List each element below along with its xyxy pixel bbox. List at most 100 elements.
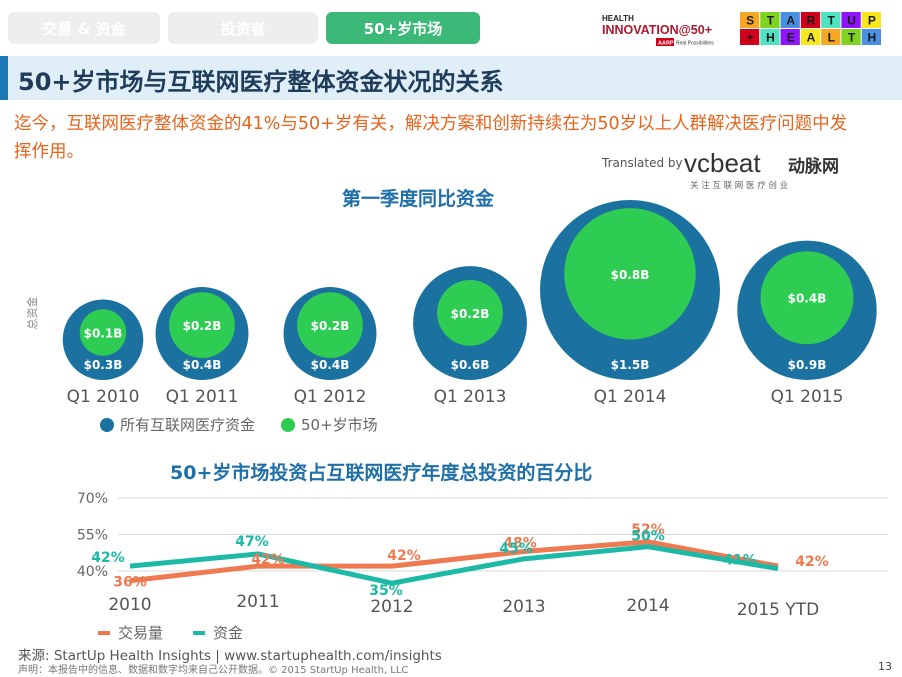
funding-data-label: 42%: [91, 550, 125, 566]
logo-letter-box: [861, 12, 881, 28]
logo-letter-box: [760, 12, 780, 28]
legend-label-funding: 资金: [213, 624, 244, 642]
logo-letter-box: [821, 12, 841, 28]
deals-data-label: 42%: [387, 548, 421, 564]
bubble-category-label: Q1 2011: [166, 387, 239, 407]
bubble-outer-label: $0.4B: [311, 358, 350, 372]
logo-letter-box: [780, 29, 800, 45]
logo-letter: P: [868, 14, 876, 28]
legend-label-50plus: 50+岁市场: [301, 416, 378, 434]
logo-letter-box: [861, 29, 881, 45]
y-tick-label: 40%: [77, 564, 108, 580]
bubble-chart: 总资金 $0.1B $0.3B Q1 2010 $0.2B $0.4B Q1 2011 $0.…: [25, 200, 877, 407]
tab-50plus-market[interactable]: 50+岁市场: [326, 12, 480, 44]
svg-text:动脉网: 动脉网: [788, 156, 839, 177]
logo-letter: U: [847, 14, 856, 28]
vcbeat-logo: vcbeat 动脉网 关 注 互 联 网 医 疗 创 业: [684, 148, 839, 191]
tab-deals-funding[interactable]: 交易 & 资金: [8, 12, 160, 44]
funding-data-label: 47%: [235, 534, 269, 550]
logo-letter-box: [740, 12, 760, 28]
x-tick-label: 2015 YTD: [737, 600, 820, 620]
deals-data-label: 42%: [251, 552, 285, 568]
logo-letter-box: [821, 29, 841, 45]
bubble-category-label: Q1 2013: [434, 387, 507, 407]
funding-line: [129, 544, 779, 586]
line-chart-title: 50+岁市场投资占互联网医疗年度总投资的百分比: [170, 462, 593, 484]
logo-letter-box: [841, 12, 861, 28]
legend-funding: 资金: [193, 622, 243, 643]
bubble-outer-label: $0.4B: [183, 358, 222, 372]
deals-data-label: 36%: [113, 575, 147, 591]
funding-data-label: 45%: [499, 541, 533, 557]
bubble-50plus-funding: [169, 292, 235, 359]
bubble-category-label: Q1 2014: [594, 387, 667, 407]
logo-letter: A: [807, 31, 816, 45]
funding-data-label: 35%: [369, 583, 403, 599]
bubble-50plus-funding: [760, 251, 854, 345]
logo-letter: +: [747, 31, 754, 45]
y-tick-label: 70%: [77, 491, 108, 507]
logo-letter-box: [740, 29, 760, 45]
svg-text:AARP: AARP: [658, 41, 674, 47]
bubble-50plus-funding: [79, 309, 127, 356]
bubble-inner-label: $0.1B: [84, 327, 123, 341]
tab-investors[interactable]: 投资者: [168, 12, 318, 44]
deals-data-label: 52%: [631, 522, 665, 538]
bubble-legend: 所有互联网医疗资金 50+岁市场: [100, 414, 378, 435]
logo-letter: T: [767, 14, 775, 28]
logo-letter-box: [841, 29, 861, 45]
logo-letter: T: [848, 31, 856, 45]
startup-health-logo: S T A R T U P+ H E A L T H: [740, 12, 881, 45]
legend-swatch-50plus: [281, 417, 296, 432]
logo-letter-box: [800, 29, 821, 45]
bubble-50plus-funding: [437, 279, 503, 346]
health-innovation-logo: HEALTH INNOVATION@50+ AARP Real Possibil…: [602, 14, 714, 47]
legend-swatch-all: [100, 417, 114, 432]
svg-text:关 注 互 联 网 医 疗 创 业: 关 注 互 联 网 医 疗 创 业: [690, 180, 788, 191]
title-accent: [0, 56, 8, 100]
svg-text:HEALTH: HEALTH: [602, 14, 634, 23]
source-text: 来源: StartUp Health Insights | www.startu…: [18, 648, 442, 664]
legend-swatch-deals: [98, 630, 110, 635]
line-chart: 70% 55% 40% 36% 42% 42% 48% 52% 42% 42% 47% 35% 45% 5…: [77, 491, 888, 620]
bubble-inner-label: $0.2B: [451, 307, 490, 321]
page-number: 13: [878, 660, 892, 673]
bubble-inner-label: $0.8B: [611, 268, 650, 282]
bubble-outer-label: $0.6B: [451, 358, 490, 372]
bubble-inner-label: $0.4B: [788, 292, 827, 306]
bubble-inner-label: $0.2B: [183, 319, 222, 333]
bubble-category-label: Q1 2012: [294, 387, 367, 407]
funding-data-label: 41%: [723, 553, 757, 569]
svg-text:Real Possibilities: Real Possibilities: [676, 41, 714, 47]
x-tick-label: 2010: [108, 595, 151, 615]
funding-data-label: 50%: [631, 529, 665, 545]
logo-letter-box: [780, 12, 800, 28]
legend-swatch-funding: [193, 630, 206, 635]
logo-letter: H: [766, 31, 775, 45]
disclaimer-text: 声明：本报告中的信息、数据和数字均来自己公开数据。© 2015 StartUp …: [18, 665, 409, 676]
bubble-outer-label: $0.9B: [788, 358, 827, 372]
legend-label-deals: 交易量: [118, 624, 164, 642]
legend-all-funding: 所有互联网医疗资金: [100, 414, 255, 435]
logo-letter: S: [746, 14, 754, 28]
x-tick-label: 2013: [502, 597, 545, 617]
legend-label-all: 所有互联网医疗资金: [120, 416, 256, 434]
legend-deals: 交易量: [98, 622, 163, 643]
bubble-50plus-funding: [564, 208, 696, 340]
x-tick-label: 2014: [626, 596, 669, 616]
bubble-ylabel: 总资金: [25, 297, 39, 330]
deals-data-label: 48%: [503, 536, 537, 552]
intro-text: 迄今，互联网医疗整体资金的41%与50+岁有关，解决方案和创新持续在为50岁以上…: [14, 114, 848, 162]
logo-letter: H: [868, 31, 877, 45]
bubble-50plus-funding: [297, 292, 363, 359]
x-tick-label: 2012: [370, 597, 413, 617]
deals-line: [129, 539, 779, 584]
logo-letter: A: [786, 14, 795, 28]
logo-letter: T: [828, 14, 836, 28]
logo-letter: L: [828, 31, 835, 45]
bubble-category-label: Q1 2010: [67, 387, 140, 407]
bubble-outer-label: $1.5B: [611, 358, 650, 372]
title-bar: 50+岁市场与互联网医疗整体资金状况的关系: [0, 56, 902, 100]
legend-50plus-market: 50+岁市场: [281, 414, 378, 435]
bubble-chart-title: 第一季度同比资金: [342, 188, 495, 210]
